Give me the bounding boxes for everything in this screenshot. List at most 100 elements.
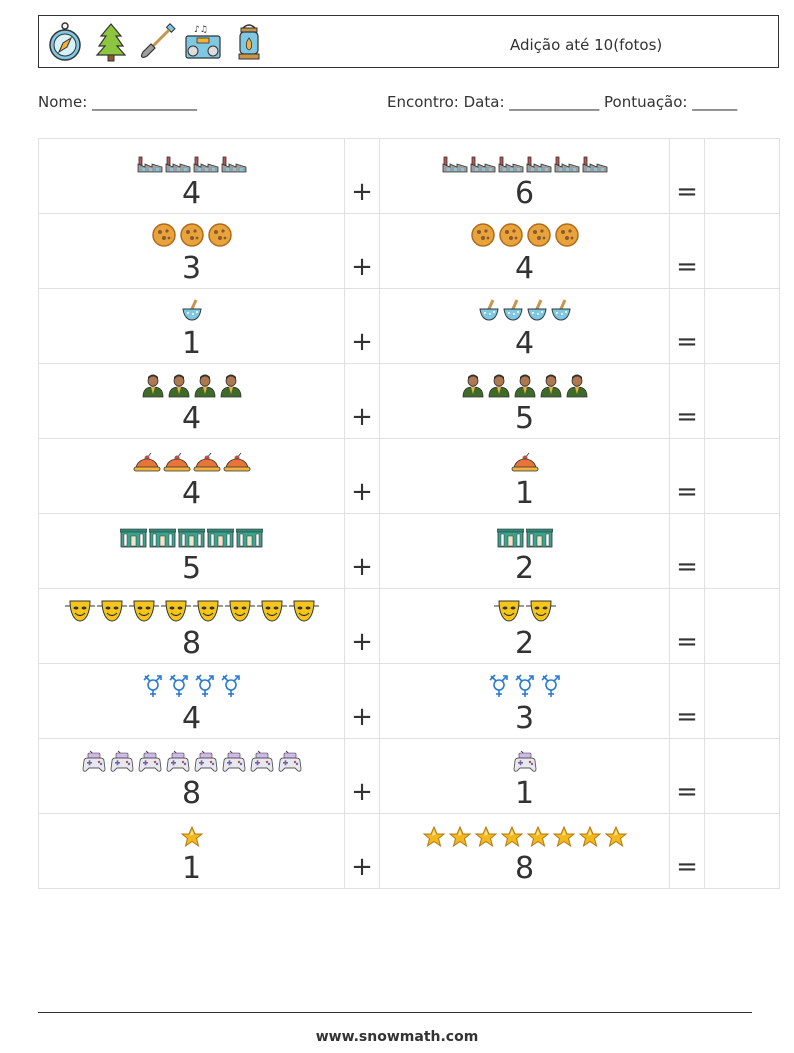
plus-sign: + (351, 327, 373, 357)
equals-sign: = (676, 177, 698, 207)
picture-count-b (442, 147, 608, 177)
mask-icon (64, 597, 95, 627)
worksheet-title: Adição até 10(fotos) (510, 36, 663, 54)
mortar-icon (181, 297, 203, 327)
answer-box[interactable] (704, 513, 780, 589)
pie-icon (511, 451, 539, 477)
addend-a-cell: 8 (38, 588, 345, 664)
addend-b-number: 6 (514, 176, 535, 211)
star-icon (180, 825, 204, 852)
plus-cell: + (344, 813, 380, 889)
equals-sign: = (676, 327, 698, 357)
equals-cell: = (669, 663, 705, 739)
gender-icon (219, 672, 243, 702)
gamepad-icon (193, 749, 219, 777)
star-icon (578, 825, 602, 852)
cookie-icon (526, 222, 552, 252)
addend-b-cell: 2 (379, 513, 670, 589)
equals-sign: = (676, 252, 698, 282)
plus-cell: + (344, 738, 380, 814)
footer-url: www.snowmath.com (315, 1029, 479, 1045)
cookie-icon (498, 222, 524, 252)
factory-icon (526, 155, 552, 177)
factory-icon (137, 155, 163, 177)
answer-box[interactable] (704, 138, 780, 214)
mask-icon (192, 597, 223, 627)
cookie-icon (470, 222, 496, 252)
picture-count-a (180, 822, 204, 852)
star-icon (526, 825, 550, 852)
mortar-icon (526, 297, 548, 327)
factory-icon (470, 155, 496, 177)
addend-b-number: 8 (514, 851, 535, 886)
addend-a-cell: 1 (38, 813, 345, 889)
name-field[interactable]: Nome: ______________ (38, 93, 198, 111)
addend-a-number: 1 (181, 851, 202, 886)
answer-box[interactable] (704, 288, 780, 364)
person-icon (539, 372, 563, 402)
addend-a-cell: 8 (38, 738, 345, 814)
gamepad-icon (165, 749, 191, 777)
picture-count-b (461, 372, 589, 402)
pie-icon (133, 451, 161, 477)
picture-count-b (487, 672, 563, 702)
cookie-icon (207, 222, 233, 252)
addend-b-number: 4 (514, 251, 535, 286)
gender-icon (539, 672, 563, 702)
answer-box[interactable] (704, 588, 780, 664)
mask-icon (493, 597, 524, 627)
answer-box[interactable] (704, 738, 780, 814)
factory-icon (193, 155, 219, 177)
plus-cell: + (344, 138, 380, 214)
factory-icon (165, 155, 191, 177)
equals-cell: = (669, 213, 705, 289)
answer-box[interactable] (704, 213, 780, 289)
problem-row: 4 +5 = (38, 363, 780, 439)
pie-icon (193, 451, 221, 477)
addend-a-number: 8 (181, 776, 202, 811)
addend-b-cell: 8 (379, 813, 670, 889)
picture-count-b (496, 522, 553, 552)
gender-icon (141, 672, 165, 702)
date-score-field[interactable]: Encontro: Data: ____________ Pontuação: … (387, 93, 738, 111)
plus-sign: + (351, 402, 373, 432)
gamepad-icon (512, 749, 538, 777)
pine-tree-icon (91, 20, 131, 64)
addend-a-cell: 3 (38, 213, 345, 289)
star-icon (422, 825, 446, 852)
header-icons: ♪♫ (45, 20, 269, 64)
star-icon (448, 825, 472, 852)
picture-count-b (422, 822, 628, 852)
equals-sign: = (676, 552, 698, 582)
star-icon (604, 825, 628, 852)
person-icon (461, 372, 485, 402)
pie-icon (223, 451, 251, 477)
plus-sign: + (351, 252, 373, 282)
addend-a-number: 4 (181, 176, 202, 211)
plus-cell: + (344, 438, 380, 514)
equals-sign: = (676, 477, 698, 507)
problem-row: 4 +3 = (38, 663, 780, 739)
answer-box[interactable] (704, 813, 780, 889)
addend-a-cell: 4 (38, 438, 345, 514)
picture-count-a (133, 447, 251, 477)
answer-box[interactable] (704, 363, 780, 439)
plus-sign: + (351, 552, 373, 582)
svg-text:♪♫: ♪♫ (194, 25, 208, 35)
addend-b-cell: 3 (379, 663, 670, 739)
gamepad-icon (109, 749, 135, 777)
boombox-icon: ♪♫ (183, 20, 223, 64)
answer-box[interactable] (704, 663, 780, 739)
answer-box[interactable] (704, 438, 780, 514)
addend-b-cell: 6 (379, 138, 670, 214)
building-icon (235, 528, 264, 552)
star-icon (474, 825, 498, 852)
addend-a-number: 4 (181, 401, 202, 436)
plus-sign: + (351, 777, 373, 807)
gamepad-icon (137, 749, 163, 777)
mask-icon (256, 597, 287, 627)
addend-b-number: 1 (514, 776, 535, 811)
equals-cell: = (669, 513, 705, 589)
person-icon (513, 372, 537, 402)
person-icon (141, 372, 165, 402)
